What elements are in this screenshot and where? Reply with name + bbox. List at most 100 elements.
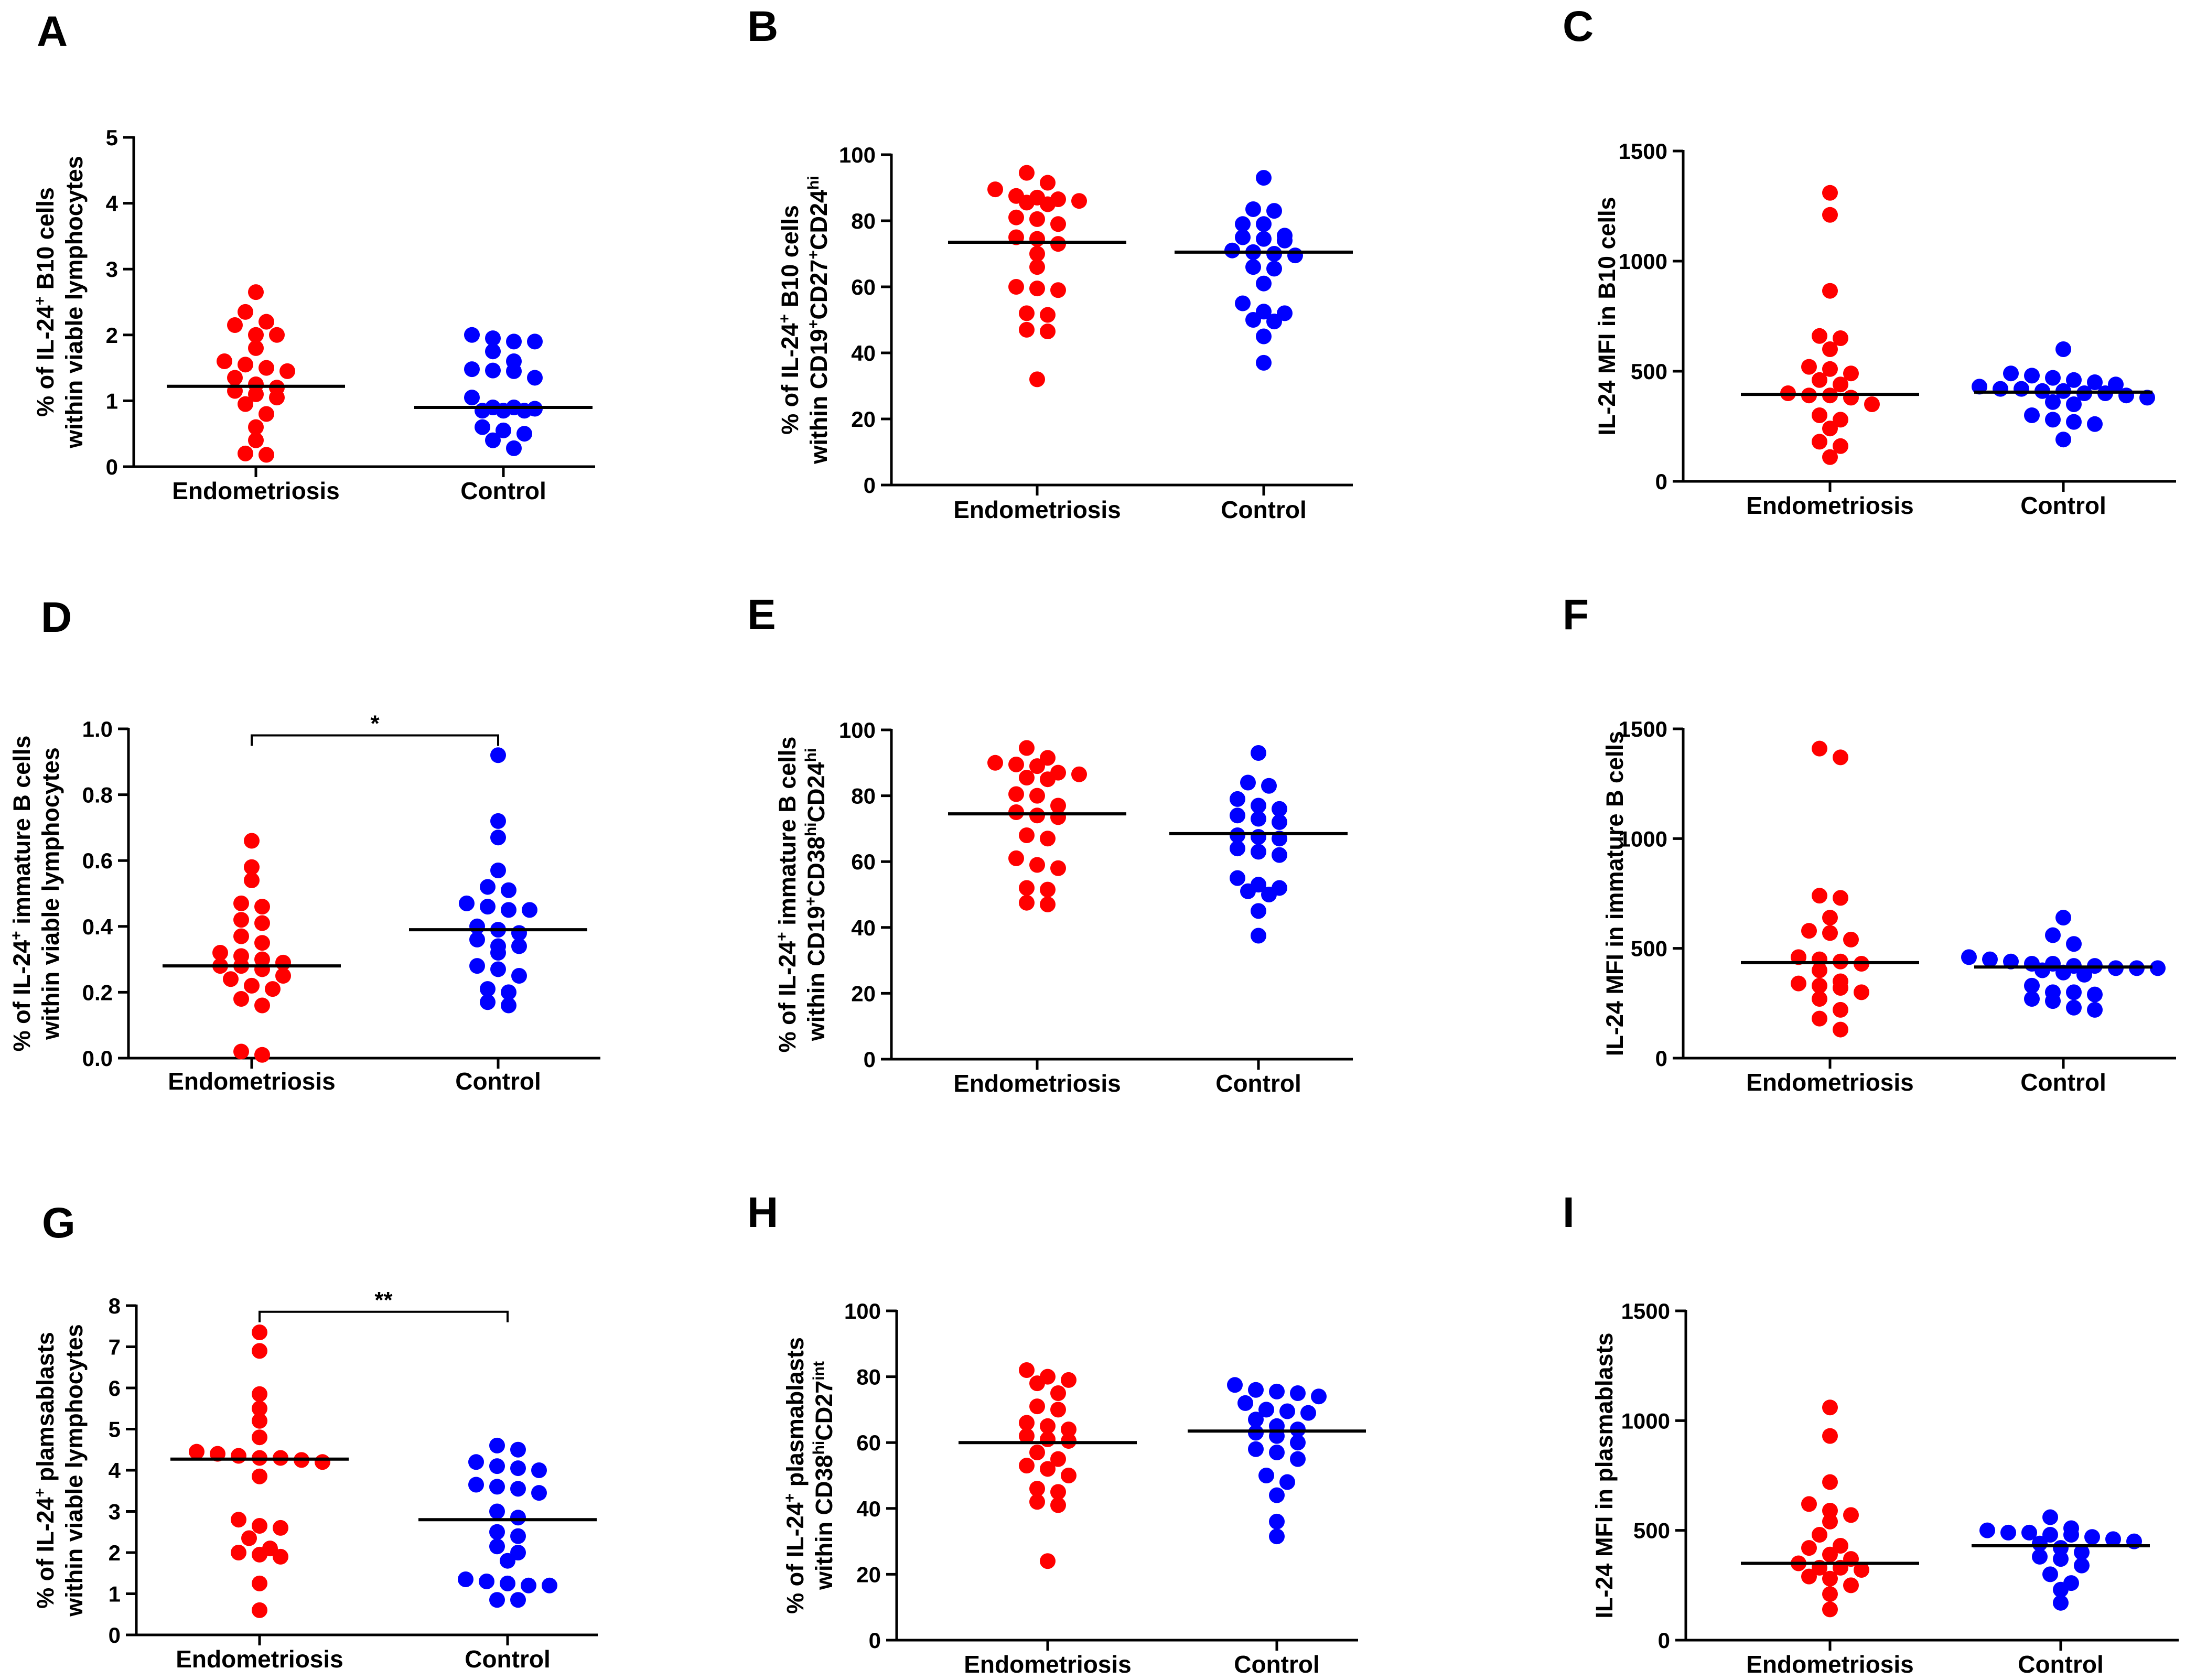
y-axis-label: % of IL-24+ immature B cellswithin viabl… bbox=[8, 736, 64, 1052]
panel-c: C 0 500 1000 1500 Endometriosis Control IL-24 M… bbox=[1563, 3, 2176, 519]
y-tick-label: 100 bbox=[839, 718, 876, 742]
data-point bbox=[1290, 1451, 1306, 1467]
data-point bbox=[1854, 1562, 1869, 1578]
data-point bbox=[241, 1530, 257, 1546]
data-point bbox=[1269, 1528, 1285, 1545]
data-point bbox=[227, 370, 243, 386]
data-point bbox=[510, 1510, 526, 1526]
x-category-label: Control bbox=[465, 1645, 551, 1673]
data-point bbox=[1245, 312, 1261, 328]
series-endometriosis bbox=[1741, 185, 1919, 465]
data-point bbox=[987, 181, 1003, 198]
data-point bbox=[1269, 1445, 1285, 1461]
data-point bbox=[479, 1573, 494, 1589]
data-point bbox=[212, 945, 228, 961]
data-point bbox=[1843, 390, 1859, 406]
data-point bbox=[1245, 201, 1261, 217]
data-point bbox=[500, 1575, 515, 1591]
data-point bbox=[500, 1553, 515, 1569]
data-point bbox=[1266, 314, 1282, 330]
data-point bbox=[1864, 396, 1880, 412]
data-point bbox=[485, 330, 501, 347]
data-point bbox=[259, 406, 274, 422]
data-point bbox=[1256, 328, 1272, 344]
data-point bbox=[2118, 387, 2134, 404]
y-tick-label: 500 bbox=[1631, 359, 1667, 384]
data-point bbox=[1833, 412, 1848, 428]
data-point bbox=[1050, 1385, 1066, 1401]
data-point bbox=[511, 938, 527, 954]
data-point bbox=[490, 863, 506, 879]
y-axis-label: % of IL-24+ plamsablastswithin viable ly… bbox=[31, 1324, 88, 1617]
data-point bbox=[1843, 1507, 1859, 1523]
data-point bbox=[279, 363, 295, 379]
data-point bbox=[1833, 1001, 1848, 1018]
panel-g: G 0 1 2 3 4 5 6 7 8 Endometriosis Control % of IL-24… bbox=[31, 1199, 598, 1673]
y-tick-label: 40 bbox=[856, 1496, 881, 1521]
y-tick-label: 100 bbox=[839, 143, 876, 167]
data-point bbox=[1822, 207, 1838, 223]
data-point bbox=[1812, 888, 1827, 904]
series-endometriosis bbox=[163, 833, 341, 1063]
data-point bbox=[1008, 786, 1024, 802]
data-point bbox=[1854, 984, 1869, 1000]
data-point bbox=[1251, 829, 1266, 845]
data-point bbox=[1812, 740, 1827, 757]
data-point bbox=[1822, 1474, 1838, 1490]
x-category-label: Endometriosis bbox=[168, 1068, 336, 1095]
y-tick-label: 5 bbox=[109, 1417, 121, 1442]
x-category-label: Control bbox=[455, 1068, 541, 1095]
data-point bbox=[1812, 407, 1827, 423]
data-point bbox=[459, 895, 475, 911]
data-point bbox=[1256, 231, 1272, 247]
panel-letter: H bbox=[747, 1189, 778, 1236]
data-point bbox=[273, 1548, 288, 1565]
data-point bbox=[252, 1546, 267, 1563]
data-point bbox=[254, 997, 270, 1014]
x-category-label: Control bbox=[2018, 1651, 2104, 1678]
data-point bbox=[1801, 359, 1817, 375]
data-point bbox=[1801, 1568, 1817, 1585]
data-point bbox=[1040, 307, 1056, 323]
panel-e: E 0 20 40 60 80 100 Endometriosis Control % of IL… bbox=[747, 591, 1353, 1097]
data-point bbox=[1019, 895, 1035, 911]
series-endometriosis bbox=[948, 740, 1126, 912]
data-point bbox=[1269, 1383, 1285, 1399]
y-tick-label: 3 bbox=[109, 1500, 121, 1524]
data-point bbox=[1251, 798, 1266, 814]
data-point bbox=[2066, 372, 2082, 388]
data-point bbox=[248, 340, 264, 356]
x-category-label: Endometriosis bbox=[953, 496, 1121, 523]
data-point bbox=[1993, 381, 2008, 397]
data-point bbox=[489, 1458, 505, 1474]
panel-letter: G bbox=[42, 1199, 76, 1247]
data-point bbox=[1258, 1402, 1274, 1418]
y-tick-label: 1000 bbox=[1621, 1408, 1670, 1433]
data-point bbox=[1019, 195, 1035, 211]
data-point bbox=[1019, 1362, 1035, 1379]
data-point bbox=[1248, 1382, 1264, 1398]
data-point bbox=[489, 1437, 505, 1453]
data-point bbox=[233, 1043, 249, 1060]
data-point bbox=[469, 958, 485, 974]
data-point bbox=[1235, 229, 1251, 245]
data-point bbox=[1248, 1412, 1264, 1428]
series-endometriosis bbox=[948, 165, 1126, 387]
data-point bbox=[259, 447, 274, 463]
data-point bbox=[1040, 881, 1056, 898]
data-point bbox=[259, 314, 274, 330]
data-point bbox=[510, 1481, 526, 1497]
data-point bbox=[1008, 756, 1024, 772]
data-point bbox=[1040, 196, 1056, 212]
data-point bbox=[252, 1413, 267, 1429]
data-point bbox=[1050, 282, 1066, 298]
data-point bbox=[1008, 209, 1024, 225]
data-point bbox=[252, 1324, 267, 1341]
data-point bbox=[248, 284, 264, 300]
data-point bbox=[489, 1592, 505, 1608]
data-point bbox=[2053, 1595, 2069, 1611]
data-point bbox=[1269, 1487, 1285, 1503]
data-point bbox=[1311, 1388, 1327, 1405]
data-point bbox=[1822, 1399, 1838, 1416]
x-category-label: Endometriosis bbox=[1746, 492, 1914, 519]
